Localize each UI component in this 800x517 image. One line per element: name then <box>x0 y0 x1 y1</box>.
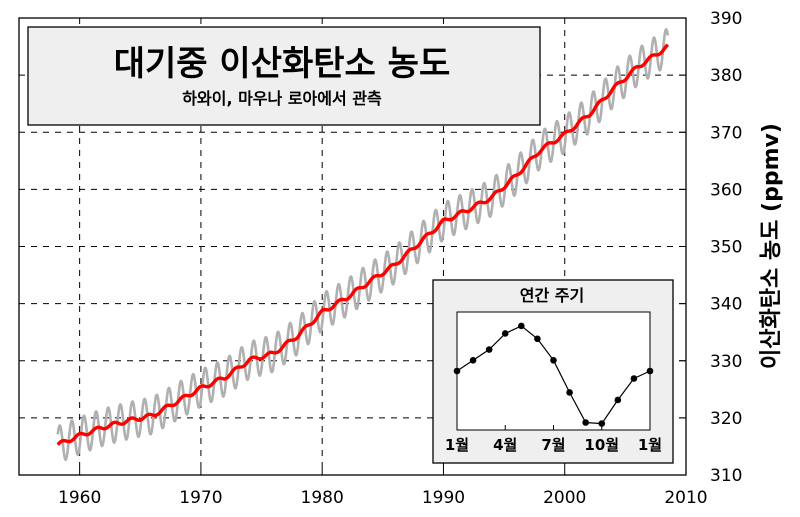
y-tick-label: 380 <box>710 66 742 86</box>
seasonal-cycle-point <box>534 335 541 343</box>
seasonal-cycle-point <box>518 322 525 330</box>
y-tick-label: 360 <box>710 180 742 200</box>
x-tick-label: 1970 <box>179 488 222 508</box>
x-tick-label: 1990 <box>422 488 465 508</box>
inset-x-tick-label: 1월 <box>638 436 662 454</box>
inset-x-tick-label: 1월 <box>445 436 469 454</box>
main-series <box>56 28 670 462</box>
seasonal-cycle-point <box>550 356 557 364</box>
x-tick-label: 1980 <box>301 488 344 508</box>
seasonal-cycle-point <box>485 346 493 353</box>
annual-average-line <box>56 43 670 446</box>
seasonal-cycle-point <box>453 367 461 375</box>
seasonal-cycle-point <box>469 356 477 364</box>
inset-ticks: 1월 4월 7월 10월 1월 <box>445 425 662 454</box>
inset-title: 연간 주기 <box>520 286 584 305</box>
seasonal-cycle-point <box>630 375 638 382</box>
seasonal-cycle-point <box>582 419 589 426</box>
x-tick-label: 2000 <box>543 488 586 508</box>
inset-x-tick-label: 7월 <box>541 436 565 454</box>
inset-x-tick-label: 4월 <box>493 436 517 454</box>
x-tick-label: 1960 <box>58 488 101 508</box>
inset-x-tick-label: 10월 <box>584 436 619 454</box>
seasonal-cycle-point <box>501 330 509 337</box>
inset-plot-frame <box>456 311 651 431</box>
seasonal-cycle-point <box>646 367 654 375</box>
y-tick-label: 320 <box>710 409 742 429</box>
chart-subtitle: 하와이, 마우나 로아에서 관측 <box>182 89 382 108</box>
y-tick-label: 330 <box>710 352 742 372</box>
y-tick-label: 340 <box>710 295 742 315</box>
chart-title: 대기중 이산화탄소 농도 <box>114 44 450 84</box>
inset-panel: 연간 주기 1월 4월 7월 10월 1월 <box>432 279 674 464</box>
seasonal-cycle-point <box>598 420 606 427</box>
seasonal-cycle-point <box>566 389 573 396</box>
seasonal-cycle-point <box>614 396 622 404</box>
y-tick-label: 310 <box>710 466 742 486</box>
y-axis-label: 이산화탄소 농도 (ppmv) <box>759 123 784 369</box>
y-tick-label: 370 <box>710 123 742 143</box>
y-tick-label: 350 <box>710 238 742 258</box>
title-box: 대기중 이산화탄소 농도 하와이, 마우나 로아에서 관측 <box>27 26 541 126</box>
title-box-background <box>27 26 541 126</box>
x-tick-label: 2010 <box>664 488 707 508</box>
inset-series <box>453 322 654 427</box>
plot-frame <box>18 17 687 476</box>
y-tick-label: 390 <box>710 9 742 29</box>
